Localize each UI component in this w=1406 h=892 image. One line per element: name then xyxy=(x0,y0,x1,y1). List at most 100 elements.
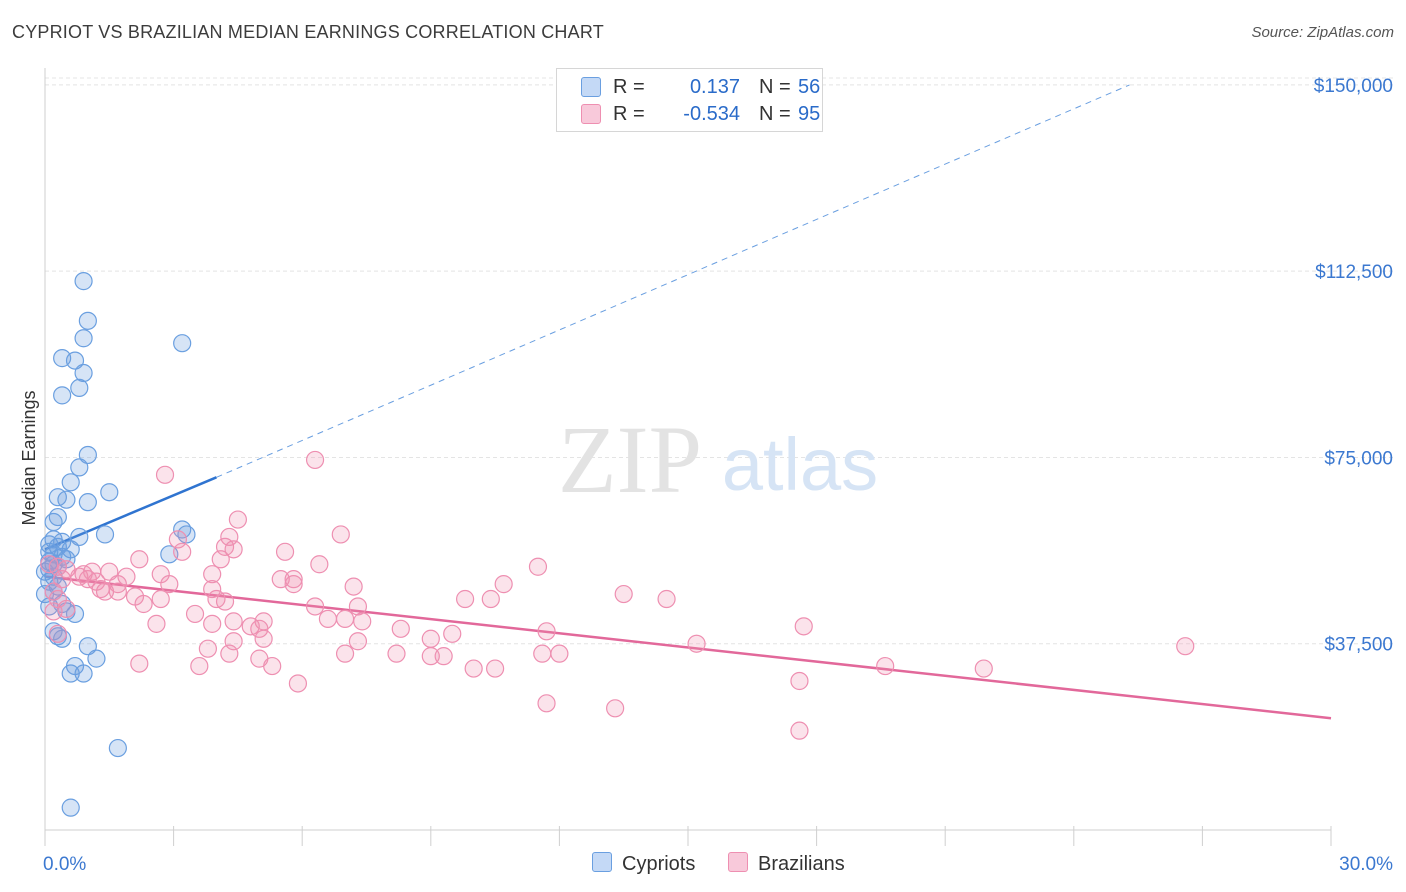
point-brazilians[interactable] xyxy=(203,579,222,599)
point-brazilians[interactable] xyxy=(160,575,179,594)
point-brazilians[interactable] xyxy=(48,624,67,643)
point-cypriots[interactable] xyxy=(65,351,85,370)
point-brazilians[interactable] xyxy=(391,619,410,638)
point-brazilians[interactable] xyxy=(284,570,303,589)
point-brazilians[interactable] xyxy=(310,555,329,574)
point-cypriots[interactable] xyxy=(70,378,89,398)
point-cypriots[interactable] xyxy=(44,512,63,532)
point-brazilians[interactable] xyxy=(421,647,440,666)
point-brazilians[interactable] xyxy=(284,575,303,594)
point-brazilians[interactable] xyxy=(254,629,273,648)
point-brazilians[interactable] xyxy=(794,617,813,636)
point-brazilians[interactable] xyxy=(134,594,153,614)
point-brazilians[interactable] xyxy=(203,614,222,633)
point-brazilians[interactable] xyxy=(228,510,247,529)
point-cypriots[interactable] xyxy=(57,490,76,509)
point-brazilians[interactable] xyxy=(421,629,440,648)
point-brazilians[interactable] xyxy=(151,589,170,609)
legend-item-brazilians[interactable]: Brazilians xyxy=(728,852,845,876)
point-brazilians[interactable] xyxy=(481,589,500,609)
point-cypriots[interactable] xyxy=(61,664,80,683)
point-cypriots[interactable] xyxy=(74,363,93,383)
point-brazilians[interactable] xyxy=(606,699,625,718)
point-cypriots[interactable] xyxy=(78,445,97,465)
point-brazilians[interactable] xyxy=(528,557,548,576)
point-brazilians[interactable] xyxy=(344,577,363,596)
point-brazilians[interactable] xyxy=(198,639,217,658)
point-cypriots[interactable] xyxy=(70,458,89,477)
point-cypriots[interactable] xyxy=(74,272,93,291)
point-brazilians[interactable] xyxy=(353,612,372,631)
point-cypriots[interactable] xyxy=(95,525,115,544)
point-brazilians[interactable] xyxy=(550,644,569,663)
point-brazilians[interactable] xyxy=(224,612,243,631)
point-brazilians[interactable] xyxy=(348,597,368,616)
point-brazilians[interactable] xyxy=(224,540,243,559)
point-cypriots[interactable] xyxy=(65,604,85,624)
point-brazilians[interactable] xyxy=(263,656,282,676)
point-brazilians[interactable] xyxy=(657,589,676,609)
point-brazilians[interactable] xyxy=(464,659,483,678)
point-brazilians[interactable] xyxy=(387,644,406,663)
point-brazilians[interactable] xyxy=(220,644,239,663)
point-cypriots[interactable] xyxy=(78,493,97,512)
point-cypriots[interactable] xyxy=(53,386,72,405)
legend-item-cypriots[interactable]: Cypriots xyxy=(592,852,695,876)
point-brazilians[interactable] xyxy=(974,659,993,678)
point-brazilians[interactable] xyxy=(147,614,166,633)
point-brazilians[interactable] xyxy=(790,671,809,691)
point-cypriots[interactable] xyxy=(74,329,93,348)
point-brazilians[interactable] xyxy=(275,542,295,561)
point-brazilians[interactable] xyxy=(348,632,368,651)
point-brazilians[interactable] xyxy=(486,659,505,678)
point-brazilians[interactable] xyxy=(185,604,205,624)
point-brazilians[interactable] xyxy=(211,550,230,569)
point-cypriots[interactable] xyxy=(87,649,106,668)
point-brazilians[interactable] xyxy=(100,562,119,581)
point-cypriots[interactable] xyxy=(173,334,192,353)
point-brazilians[interactable] xyxy=(215,592,235,611)
point-brazilians[interactable] xyxy=(614,584,633,604)
point-brazilians[interactable] xyxy=(108,582,127,601)
point-brazilians[interactable] xyxy=(288,674,308,693)
point-cypriots[interactable] xyxy=(177,525,196,544)
point-brazilians[interactable] xyxy=(48,589,67,609)
point-brazilians[interactable] xyxy=(40,555,59,574)
point-brazilians[interactable] xyxy=(305,597,325,616)
point-brazilians[interactable] xyxy=(1176,637,1195,656)
point-brazilians[interactable] xyxy=(455,589,475,609)
point-brazilians[interactable] xyxy=(190,656,209,676)
point-cypriots[interactable] xyxy=(74,664,93,683)
point-cypriots[interactable] xyxy=(78,311,97,330)
point-brazilians[interactable] xyxy=(434,647,453,666)
point-brazilians[interactable] xyxy=(203,565,222,584)
point-brazilians[interactable] xyxy=(533,644,552,663)
point-brazilians[interactable] xyxy=(494,575,513,594)
point-brazilians[interactable] xyxy=(443,624,462,643)
point-cypriots[interactable] xyxy=(100,483,119,502)
point-brazilians[interactable] xyxy=(53,570,72,589)
point-cypriots[interactable] xyxy=(78,637,97,656)
point-brazilians[interactable] xyxy=(91,579,110,599)
point-brazilians[interactable] xyxy=(687,634,706,653)
point-cypriots[interactable] xyxy=(61,798,80,817)
point-brazilians[interactable] xyxy=(74,565,93,584)
stats-legend: R = 0.137 N = 56 R = -0.534 N = 95 xyxy=(556,68,823,132)
point-brazilians[interactable] xyxy=(335,609,355,628)
point-brazilians[interactable] xyxy=(537,622,556,641)
point-cypriots[interactable] xyxy=(70,527,89,547)
point-cypriots[interactable] xyxy=(61,473,80,492)
point-brazilians[interactable] xyxy=(876,656,895,676)
point-cypriots[interactable] xyxy=(108,738,127,758)
point-brazilians[interactable] xyxy=(305,450,325,470)
point-brazilians[interactable] xyxy=(790,721,809,740)
point-brazilians[interactable] xyxy=(130,550,149,569)
point-brazilians[interactable] xyxy=(250,619,269,638)
point-brazilians[interactable] xyxy=(155,465,175,484)
point-brazilians[interactable] xyxy=(173,542,192,561)
point-brazilians[interactable] xyxy=(537,694,556,713)
point-brazilians[interactable] xyxy=(130,654,149,673)
point-brazilians[interactable] xyxy=(318,609,338,628)
point-brazilians[interactable] xyxy=(331,525,350,544)
point-brazilians[interactable] xyxy=(335,644,355,663)
